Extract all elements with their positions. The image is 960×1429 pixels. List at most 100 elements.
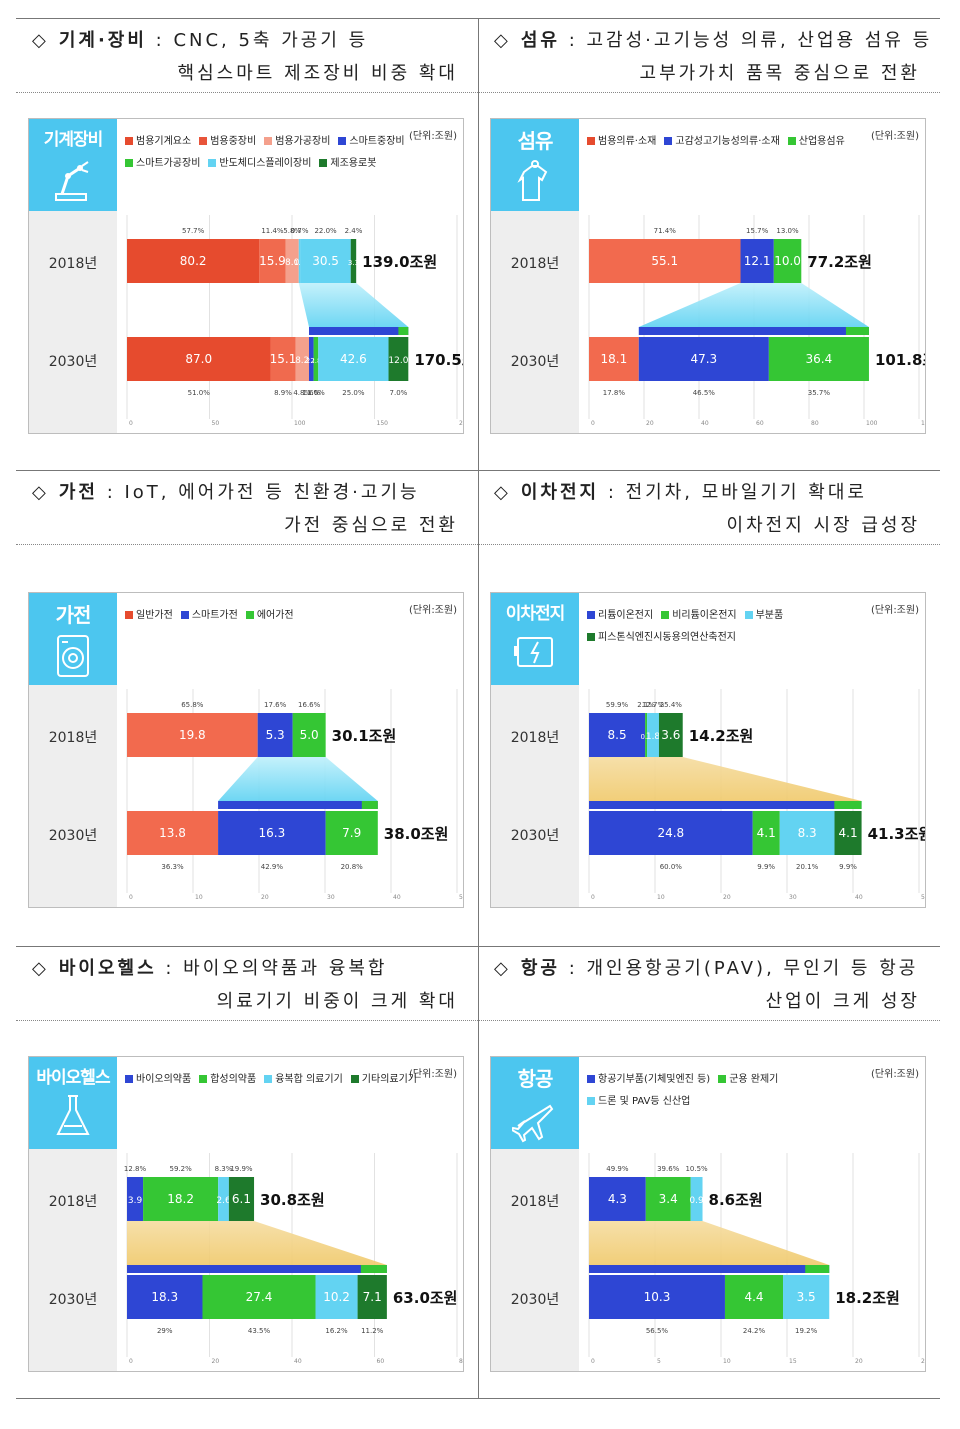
badge-label: 이차전지 — [505, 604, 566, 624]
bar-value-label: 27.4 — [246, 1290, 273, 1304]
washing-machine-icon — [57, 635, 89, 677]
legend-label: 비리튬이온전지 — [672, 610, 737, 621]
share-label: 16.2% — [325, 1327, 348, 1335]
bar-segment — [127, 239, 260, 283]
year-label: 2018년 — [510, 1194, 560, 1210]
year-label: 2030년 — [510, 354, 560, 370]
x-tick-label: 40 — [393, 894, 401, 901]
row-total-label: 101.8조원 — [875, 351, 925, 369]
bar-value-label: 15.1 — [270, 352, 297, 366]
highlight-bracket-end — [398, 327, 409, 335]
legend-swatch — [587, 611, 595, 619]
legend-swatch — [587, 1075, 595, 1083]
bar-segment — [300, 239, 351, 283]
bar-segment — [143, 1177, 219, 1221]
legend-swatch — [338, 137, 347, 145]
robot-arm-icon — [55, 161, 89, 201]
legend-item: 비리튬이온전지 — [661, 605, 737, 627]
x-tick-label: 40 — [294, 1358, 302, 1365]
bar-value-label: 3.4 — [659, 1192, 678, 1206]
units-label: (단위:조원) — [409, 1069, 457, 1080]
bar-value-label: 18.2 — [167, 1192, 194, 1206]
legend-swatch — [744, 611, 753, 619]
bar-segment — [318, 337, 389, 381]
section-key: 기계·장비 — [58, 30, 147, 51]
highlight-bracket-end — [845, 327, 869, 335]
bar-value-label: 13.8 — [159, 826, 186, 840]
x-tick-label: 10 — [657, 894, 665, 901]
share-label: 11.2% — [361, 1327, 384, 1335]
share-label: 46.5% — [693, 389, 716, 397]
legend-swatch — [125, 159, 133, 167]
highlight-bracket — [589, 801, 862, 809]
bar-segment — [589, 713, 646, 757]
share-label: 9.9% — [839, 863, 857, 871]
x-tick-label: 10 — [723, 1358, 731, 1365]
legend-item: 반도체디스플레이장비 — [208, 153, 311, 175]
header-separator: : — [599, 482, 626, 503]
header-divider-1 — [16, 92, 940, 93]
bar-value-label: 18.3 — [151, 1290, 178, 1304]
bar-value-label: 3.9 — [128, 1196, 143, 1206]
highlight-bracket — [589, 1265, 830, 1273]
x-tick-label: 20 — [212, 1358, 220, 1365]
section-key: 가전 — [58, 482, 98, 503]
row-total-label: 30.8조원 — [260, 1191, 325, 1209]
legend-swatch — [125, 137, 133, 145]
flask-icon — [56, 1095, 90, 1135]
share-label: 12.8% — [124, 1165, 147, 1173]
share-label: 10.5% — [685, 1165, 708, 1173]
bar-value-label: 87.0 — [185, 352, 212, 366]
legend-item: 군용 완제기 — [718, 1069, 778, 1091]
bar-segment — [228, 1177, 255, 1221]
section-header: ◇ 섬유 : 고감성·고기능성 의류, 산업용 섬유 등 고부가가치 품목 중심으로… — [478, 24, 940, 90]
section-battery: ◇ 이차전지 : 전기차, 모바일기기 확대로 이차전지 시장 급성장 이차전지 (단위… — [478, 470, 940, 946]
legend-label: 에어가전 — [256, 610, 294, 621]
share-label: 71.4% — [654, 227, 677, 235]
section-appliance: ◇ 가전 : IoT, 에어가전 등 친환경·고기능 가전 중심으로 전환 가전 (단위… — [16, 470, 478, 946]
bar-segment — [127, 1275, 203, 1319]
units-label: (단위:조원) — [409, 605, 457, 616]
bar-segment — [127, 811, 219, 855]
growth-highlight — [127, 1221, 387, 1265]
bar-value-label: 55.1 — [651, 254, 678, 268]
bar-value-label: 1.8 — [646, 732, 661, 742]
legend-label: 제조용로봇 — [330, 158, 377, 169]
bar-segment — [357, 1275, 387, 1319]
chart-panel: 기계장비 (단위:조원) 범용기계요소 범용중장비 범용가공장비 스마트중장비스마트가공장… — [28, 118, 464, 434]
share-label: 43.5% — [248, 1327, 271, 1335]
badge-label: 가전 — [55, 603, 92, 627]
header-separator: : — [559, 30, 587, 51]
chart-panel: 가전 (단위:조원) 일반가전 스마트가전 에어가전 2018년 2030년 0 10 20 30 4… — [28, 592, 464, 908]
share-label: 25.0% — [342, 389, 365, 397]
bar-value-label: 42.6 — [340, 352, 367, 366]
category-badge: 가전 — [29, 593, 117, 685]
x-tick-label: 60 — [756, 420, 764, 427]
bar-segment — [638, 337, 769, 381]
header-separator: : — [146, 30, 174, 51]
badge-label: 기계장비 — [43, 130, 104, 150]
highlight-bracket — [638, 327, 869, 335]
year-label: 2018년 — [48, 730, 98, 746]
share-label: 13.0% — [776, 227, 799, 235]
bar-value-label: 8.2 — [295, 356, 309, 366]
header-line2: 의료기기 비중이 크게 확대 — [216, 991, 458, 1012]
x-tick-label: 0 — [591, 1358, 595, 1365]
bar-value-label: 36.4 — [806, 352, 833, 366]
share-label: 17.8% — [603, 389, 626, 397]
legend-label: 군용 완제기 — [729, 1074, 779, 1085]
legend-item: 융복합 의료기기 — [264, 1069, 343, 1091]
header-separator: : — [559, 958, 587, 979]
legend-swatch — [587, 137, 595, 145]
diamond-bullet-icon: ◇ — [32, 482, 49, 503]
legend-label: 범용중장비 — [210, 136, 257, 147]
header-line2: 가전 중심으로 전환 — [284, 515, 458, 536]
legend-swatch — [664, 137, 673, 145]
chart-legend: 범용기계요소 범용중장비 범용가공장비 스마트중장비스마트가공장비 반도체디스플레이장비… — [125, 131, 435, 175]
bar-value-label: 3.3 — [348, 259, 359, 267]
legend-swatch — [199, 1075, 208, 1083]
bar-segment — [589, 239, 741, 283]
year-column — [29, 211, 117, 433]
legend-swatch — [125, 611, 133, 619]
share-label: 1.6% — [302, 389, 320, 397]
